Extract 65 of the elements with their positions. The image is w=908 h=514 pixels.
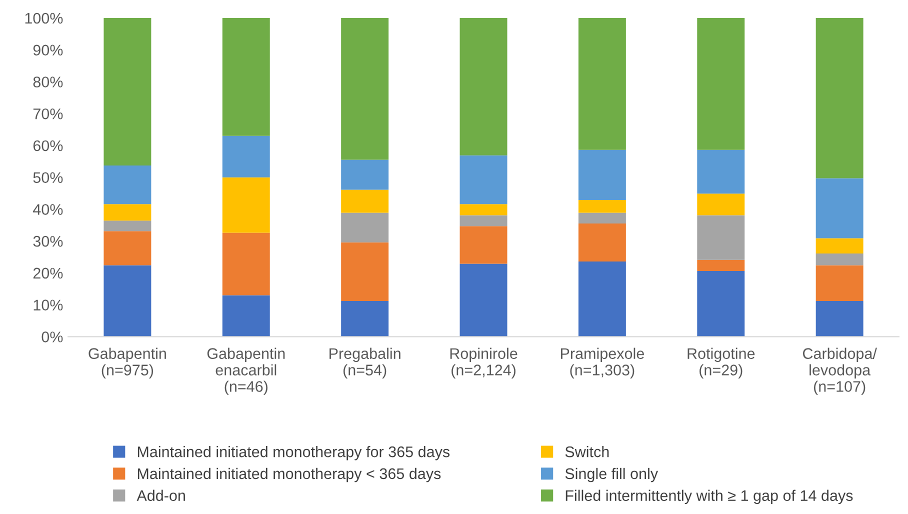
bar <box>104 231 152 266</box>
bar <box>341 18 389 160</box>
y-tick-label: 100% <box>25 12 63 24</box>
bar <box>460 18 508 156</box>
legend-label: Add-on <box>136 490 185 502</box>
bar <box>104 204 152 221</box>
bar <box>697 194 745 216</box>
y-tick-label: 90% <box>33 44 63 56</box>
bar <box>697 18 745 150</box>
bar <box>104 220 152 232</box>
x-tick-label: Pregabalin (n=54) <box>330 348 400 378</box>
x-tick-label: Gabapentin enacarbil (n=46) <box>207 348 285 395</box>
bar <box>460 226 508 264</box>
bar <box>578 200 626 213</box>
y-tick-label: 40% <box>33 204 63 215</box>
bar <box>104 265 152 337</box>
y-tick-label: 20% <box>33 268 63 279</box>
bar <box>222 18 270 136</box>
bar <box>697 150 745 194</box>
y-tick-label: 80% <box>33 76 63 88</box>
bar <box>460 204 508 216</box>
bar <box>697 215 745 260</box>
y-tick-label: 60% <box>33 140 63 152</box>
y-tick-label: 30% <box>33 236 63 247</box>
x-tick-label: Ropinirole (n=2,124) <box>450 348 518 378</box>
bar <box>341 160 389 190</box>
x-tick-label: Gabapentin (n=975) <box>88 348 166 378</box>
bar <box>341 300 389 337</box>
bar <box>697 260 745 272</box>
y-tick-label: 0% <box>42 332 63 342</box>
x-tick-label: Rotigotine (n=29) <box>688 348 755 378</box>
legend-label: Maintained initiated monotherapy for 365 days <box>138 446 450 460</box>
bar <box>104 166 152 204</box>
bar <box>578 212 626 224</box>
bar <box>816 18 864 178</box>
bar <box>460 215 508 226</box>
bar <box>578 18 626 150</box>
bar <box>816 265 864 301</box>
bar <box>341 242 389 301</box>
bar <box>578 150 626 200</box>
bar <box>341 212 389 242</box>
bar <box>222 232 270 296</box>
bar <box>697 271 745 337</box>
bar <box>578 261 626 337</box>
y-tick-label: 50% <box>33 172 63 184</box>
legend-label: Filled intermittently with ≥ 1 gap of 14 days <box>566 490 853 504</box>
legend-label: Switch <box>565 446 609 458</box>
y-tick-label: 10% <box>34 300 63 310</box>
bar <box>222 136 270 178</box>
bar <box>222 177 270 233</box>
x-tick-label: Carbidopa/ levodopa (n=107) <box>802 348 877 395</box>
bar <box>460 155 508 204</box>
bar <box>104 18 152 166</box>
bar <box>816 253 864 266</box>
x-tick-label: Pramipexole (n=1,303) <box>560 348 644 378</box>
legend-label: Maintained initiated monotherapy < 365 days <box>138 468 441 482</box>
bar <box>578 224 626 262</box>
y-tick-label: 70% <box>33 108 63 120</box>
bar <box>222 295 270 337</box>
bar <box>816 300 864 337</box>
bar <box>341 190 389 213</box>
bar <box>816 238 864 254</box>
legend-label: Single fill only <box>565 468 658 482</box>
bar <box>816 178 864 238</box>
bar <box>460 264 508 337</box>
